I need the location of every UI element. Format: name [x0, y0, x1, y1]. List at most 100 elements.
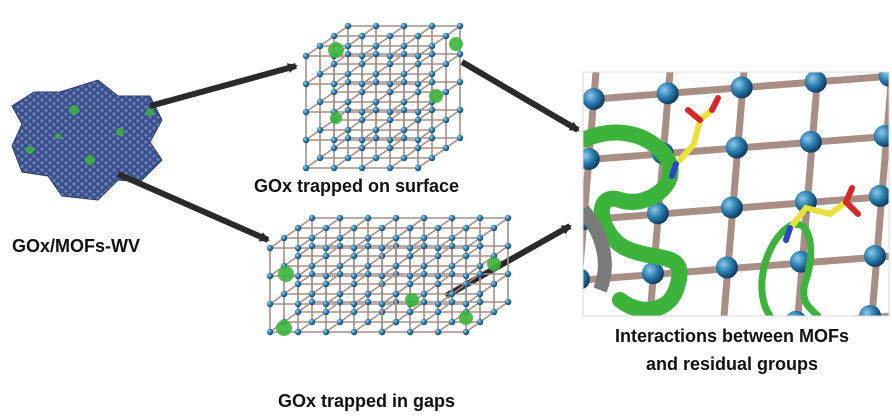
lattice-node: [323, 309, 329, 315]
lattice-node: [387, 145, 393, 151]
lattice-node: [449, 291, 455, 297]
lattice-node: [421, 291, 427, 297]
lattice-node: [443, 145, 449, 151]
lattice-node: [351, 225, 357, 231]
lattice-node: [365, 243, 371, 249]
lattice-node: [351, 245, 357, 251]
lattice-node: [345, 43, 351, 49]
lattice-node: [359, 165, 365, 171]
lattice-node: [359, 145, 365, 151]
lattice-node: [337, 291, 343, 297]
lattice-node: [365, 271, 371, 277]
zoom-node: [716, 256, 738, 278]
lattice-node: [463, 253, 469, 259]
lattice-node: [351, 329, 357, 335]
zoom-node: [583, 88, 605, 110]
lattice-node: [421, 263, 427, 269]
lattice-node: [345, 51, 351, 57]
lattice-node: [435, 301, 441, 307]
lattice-node: [393, 235, 399, 241]
lattice-node: [477, 299, 483, 305]
zoom-node: [731, 76, 753, 98]
lattice-node: [379, 301, 385, 307]
lattice-node: [421, 271, 427, 277]
label-interactions: Interactions between MOFs and residual g…: [577, 322, 887, 378]
lattice-node: [463, 225, 469, 231]
lattice-node: [401, 51, 407, 57]
lattice-node: [351, 253, 357, 259]
lattice-node: [331, 89, 337, 95]
lattice-node: [267, 301, 273, 307]
lattice-node: [351, 301, 357, 307]
lattice-node: [401, 23, 407, 29]
lattice-node: [309, 243, 315, 249]
lattice-node: [421, 319, 427, 325]
lattice-node: [323, 301, 329, 307]
lattice-node: [421, 243, 427, 249]
lattice-node: [359, 53, 365, 59]
label-source-composite: GOx/MOFs-WV: [12, 236, 140, 257]
lattice-node: [379, 245, 385, 251]
lattice-node: [303, 165, 309, 171]
lattice-node: [295, 301, 301, 307]
lattice-node: [449, 263, 455, 269]
lattice-node: [477, 319, 483, 325]
lattice-node: [345, 99, 351, 105]
lattice-node: [345, 79, 351, 85]
lattice-node: [429, 107, 435, 113]
lattice-node: [345, 135, 351, 141]
zoom-node: [869, 185, 891, 207]
label-interactions-line2: and residual groups: [577, 350, 887, 378]
lattice-node: [345, 155, 351, 161]
lattice-node: [373, 99, 379, 105]
lattice-node: [421, 235, 427, 241]
lattice-node: [415, 117, 421, 123]
lattice-node: [505, 271, 511, 277]
lattice-node: [317, 99, 323, 105]
lattice-node: [457, 79, 463, 85]
lattice-node: [373, 107, 379, 113]
lattice-node: [295, 273, 301, 279]
lattice-node: [359, 109, 365, 115]
lattice-node: [331, 81, 337, 87]
lattice-node: [379, 273, 385, 279]
lattice-node: [435, 309, 441, 315]
lattice-node: [415, 61, 421, 67]
lattice-node: [429, 51, 435, 57]
lattice-node: [387, 165, 393, 171]
lattice-node: [421, 215, 427, 221]
lattice-node: [477, 235, 483, 241]
lattice-node: [463, 245, 469, 251]
lattice-node: [449, 319, 455, 325]
lattice-node: [309, 263, 315, 269]
zoom-node: [800, 131, 822, 153]
lattice-node: [435, 281, 441, 287]
lattice-node: [463, 273, 469, 279]
lattice-node: [393, 215, 399, 221]
lattice-node: [387, 117, 393, 123]
lattice-node: [401, 127, 407, 133]
lattice-node: [337, 263, 343, 269]
lattice-node: [429, 135, 435, 141]
lattice-node: [323, 273, 329, 279]
lattice-node: [373, 71, 379, 77]
lattice-node: [373, 135, 379, 141]
lattice-node: [323, 253, 329, 259]
lattice-node: [365, 319, 371, 325]
zoom-node: [805, 71, 827, 93]
lattice-node: [331, 61, 337, 67]
lattice-node: [477, 243, 483, 249]
lattice-node: [379, 329, 385, 335]
lattice-node: [477, 263, 483, 269]
lattice-node: [337, 243, 343, 249]
lattice-node: [373, 51, 379, 57]
arrow-to-gaps: [118, 174, 268, 240]
lattice-node: [415, 33, 421, 39]
lattice-node: [373, 23, 379, 29]
lattice-node: [337, 271, 343, 277]
lattice-node: [303, 81, 309, 87]
lattice-node: [387, 109, 393, 115]
lattice-node: [407, 225, 413, 231]
lattice-node: [337, 319, 343, 325]
lattice-node: [323, 245, 329, 251]
